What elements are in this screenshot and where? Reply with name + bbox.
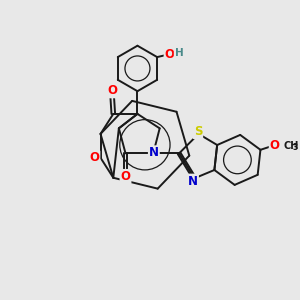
Text: O: O [270, 139, 280, 152]
Text: CH: CH [283, 141, 298, 151]
Text: O: O [107, 84, 117, 98]
Text: O: O [121, 170, 130, 183]
Text: O: O [89, 151, 99, 164]
Text: O: O [165, 48, 175, 61]
Text: N: N [149, 146, 159, 159]
Text: H: H [175, 49, 183, 58]
Text: 3: 3 [292, 143, 297, 152]
Text: S: S [194, 125, 202, 138]
Text: N: N [188, 175, 198, 188]
